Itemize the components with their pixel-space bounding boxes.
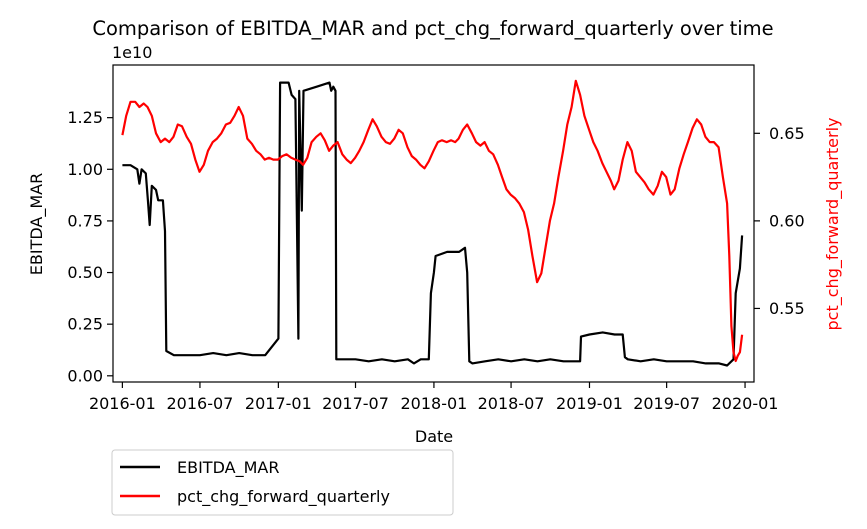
left-y-tick-label: 0.00 xyxy=(67,366,103,385)
legend-label-ebitda-mar: EBITDA_MAR xyxy=(177,458,279,478)
x-tick-label: 2017-07 xyxy=(322,394,389,413)
right-y-tick-label: 0.65 xyxy=(769,124,805,143)
left-y-tick-label: 1.00 xyxy=(67,160,103,179)
x-tick-label: 2018-01 xyxy=(400,394,467,413)
ticks-layer: 2016-01 2016-07 2017-01 2017-07 2018-01 2018-… xyxy=(67,108,804,413)
x-tick-label: 2017-01 xyxy=(245,394,312,413)
x-tick-label: 2020-01 xyxy=(712,394,779,413)
left-y-tick-label: 0.50 xyxy=(67,263,103,282)
legend-label-pct-chg-forward-quarterly: pct_chg_forward_quarterly xyxy=(177,487,390,507)
legend: EBITDA_MAR pct_chg_forward_quarterly xyxy=(111,449,454,516)
series-layer xyxy=(121,79,744,367)
x-axis-label: Date xyxy=(415,427,453,446)
right-y-tick-label: 0.55 xyxy=(769,299,805,318)
left-axis-offset-text: 1e10 xyxy=(112,43,152,62)
left-y-tick-label: 0.25 xyxy=(67,315,103,334)
legend-frame xyxy=(111,449,454,516)
series-line-ebitda-mar xyxy=(122,81,744,367)
x-tick-label: 2019-01 xyxy=(556,394,623,413)
x-tick-label: 2016-07 xyxy=(167,394,234,413)
x-tick-label: 2019-07 xyxy=(633,394,700,413)
left-y-tick-label: 0.75 xyxy=(67,211,103,230)
right-axis-label: pct_chg_forward_quarterly xyxy=(823,118,843,331)
chart-title: Comparison of EBITDA_MAR and pct_chg_for… xyxy=(92,17,773,40)
x-tick-label: 2018-07 xyxy=(478,394,545,413)
left-y-tick-label: 1.25 xyxy=(67,108,103,127)
right-y-tick-label: 0.60 xyxy=(769,211,805,230)
series-line-pct-chg-forward-quarterly xyxy=(121,79,744,363)
plot-frame xyxy=(112,64,755,383)
left-axis-label: EBITDA_MAR xyxy=(27,173,47,275)
x-tick-label: 2016-01 xyxy=(89,394,156,413)
